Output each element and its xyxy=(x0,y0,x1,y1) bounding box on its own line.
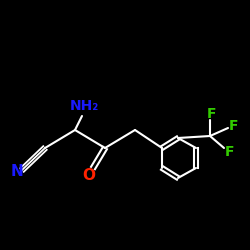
Text: NH₂: NH₂ xyxy=(70,99,98,113)
Text: F: F xyxy=(225,145,235,159)
Text: F: F xyxy=(229,119,239,133)
Text: F: F xyxy=(207,107,217,121)
Text: O: O xyxy=(82,168,96,184)
Text: N: N xyxy=(10,164,24,180)
